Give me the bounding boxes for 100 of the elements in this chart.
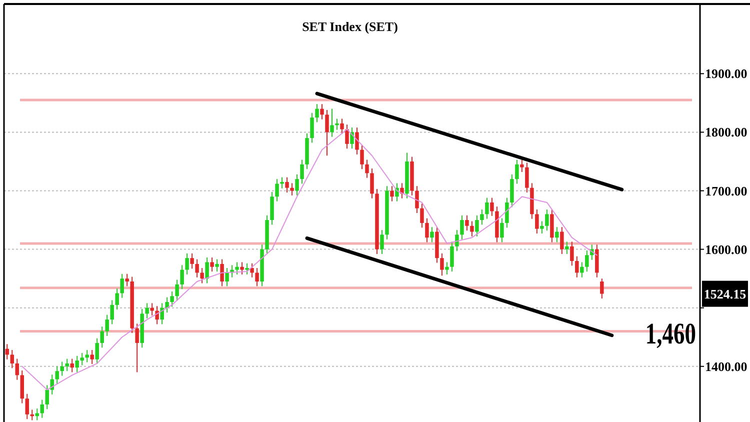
text: SET Index (SET) xyxy=(302,19,398,34)
candlestick xyxy=(280,176,284,189)
candlestick xyxy=(195,258,199,278)
candlestick xyxy=(490,197,494,216)
candlestick xyxy=(100,326,104,348)
candlestick xyxy=(565,241,569,254)
y-tick-label: 1800.00 xyxy=(705,124,748,140)
candlestick xyxy=(580,262,584,278)
candlestick xyxy=(235,262,239,275)
candlestick xyxy=(120,273,124,298)
candlestick xyxy=(315,104,319,123)
candlestick xyxy=(185,252,189,275)
candlestick xyxy=(555,226,559,243)
candlestick xyxy=(570,241,574,266)
candlestick xyxy=(600,278,604,299)
candlestick xyxy=(220,258,224,287)
candlestick xyxy=(170,290,174,308)
candlestick xyxy=(525,162,529,194)
candlestick xyxy=(190,252,194,270)
candlestick xyxy=(50,374,54,395)
candlestick xyxy=(105,314,109,336)
candlestick xyxy=(95,338,99,365)
candlestick xyxy=(240,262,244,275)
candlestick xyxy=(465,214,469,232)
candlestick xyxy=(470,220,474,237)
candlestick xyxy=(380,229,384,254)
candlestick xyxy=(295,174,299,196)
candlestick xyxy=(160,302,164,325)
y-tick-label: 1700.00 xyxy=(705,183,748,198)
candlestick xyxy=(485,197,489,220)
candlestick xyxy=(65,358,69,372)
candlestick xyxy=(5,344,9,360)
candlestick xyxy=(535,208,539,234)
candlestick xyxy=(420,203,424,228)
candlestick xyxy=(270,191,274,226)
candlestick xyxy=(545,208,549,232)
y-tick-label: 1900.00 xyxy=(705,66,748,82)
candlestick xyxy=(440,252,444,276)
candlestick xyxy=(250,262,254,278)
candlestick xyxy=(450,241,454,272)
candlestick xyxy=(165,296,169,314)
candlestick xyxy=(330,108,334,138)
candlestick xyxy=(350,127,354,150)
y-tick-label: 1600.00 xyxy=(705,242,748,257)
text: 1524.15 xyxy=(704,286,747,302)
candlestick xyxy=(25,393,29,420)
candlestick xyxy=(445,262,449,275)
candlestick xyxy=(175,279,179,302)
candlestick xyxy=(110,300,114,325)
candlestick xyxy=(355,127,359,155)
candlestick xyxy=(520,159,524,173)
candlestick xyxy=(180,264,184,290)
candlestick xyxy=(585,250,589,272)
candlestick xyxy=(55,366,59,384)
candlestick xyxy=(115,288,119,310)
candlestick xyxy=(275,178,279,202)
candlestick xyxy=(300,159,304,184)
candlestick xyxy=(145,302,149,319)
candlestick xyxy=(125,273,129,287)
candlestick xyxy=(480,208,484,226)
candlestick xyxy=(560,226,564,254)
annotation: 1,460 xyxy=(645,316,696,350)
candlestick xyxy=(515,159,519,184)
candlestick xyxy=(365,159,369,178)
candlestick xyxy=(245,262,249,275)
candlestick xyxy=(475,214,479,237)
candlestick xyxy=(215,258,219,272)
candlestick xyxy=(335,118,339,130)
candlestick xyxy=(390,186,394,202)
candlestick xyxy=(40,399,44,418)
candlestick xyxy=(455,229,459,252)
candlestick xyxy=(210,256,214,272)
candlestick xyxy=(45,384,49,410)
candlestick xyxy=(360,144,364,170)
candlestick xyxy=(30,409,34,421)
candlestick xyxy=(430,226,434,243)
candlestick xyxy=(35,408,39,421)
candlestick xyxy=(90,349,94,365)
candlestick xyxy=(80,352,84,366)
candlestick xyxy=(290,182,294,196)
candlestick xyxy=(60,361,64,376)
candlestick xyxy=(320,104,324,120)
candlestick xyxy=(310,112,314,144)
candlestick xyxy=(510,174,514,208)
candlestick xyxy=(505,197,509,228)
candlestick xyxy=(540,220,544,234)
candlestick xyxy=(460,214,464,240)
candlestick xyxy=(225,268,229,287)
candlestick xyxy=(70,358,74,373)
candlestick xyxy=(415,186,419,214)
candlestick xyxy=(255,268,259,287)
candlestick xyxy=(550,208,554,243)
candlestick xyxy=(135,323,139,373)
candlestick xyxy=(425,218,429,243)
candlestick xyxy=(500,218,504,243)
candlestick xyxy=(150,302,154,316)
candlestick xyxy=(15,358,19,380)
candlestick xyxy=(345,124,349,150)
candlestick xyxy=(370,168,374,199)
candlestick xyxy=(20,370,24,404)
